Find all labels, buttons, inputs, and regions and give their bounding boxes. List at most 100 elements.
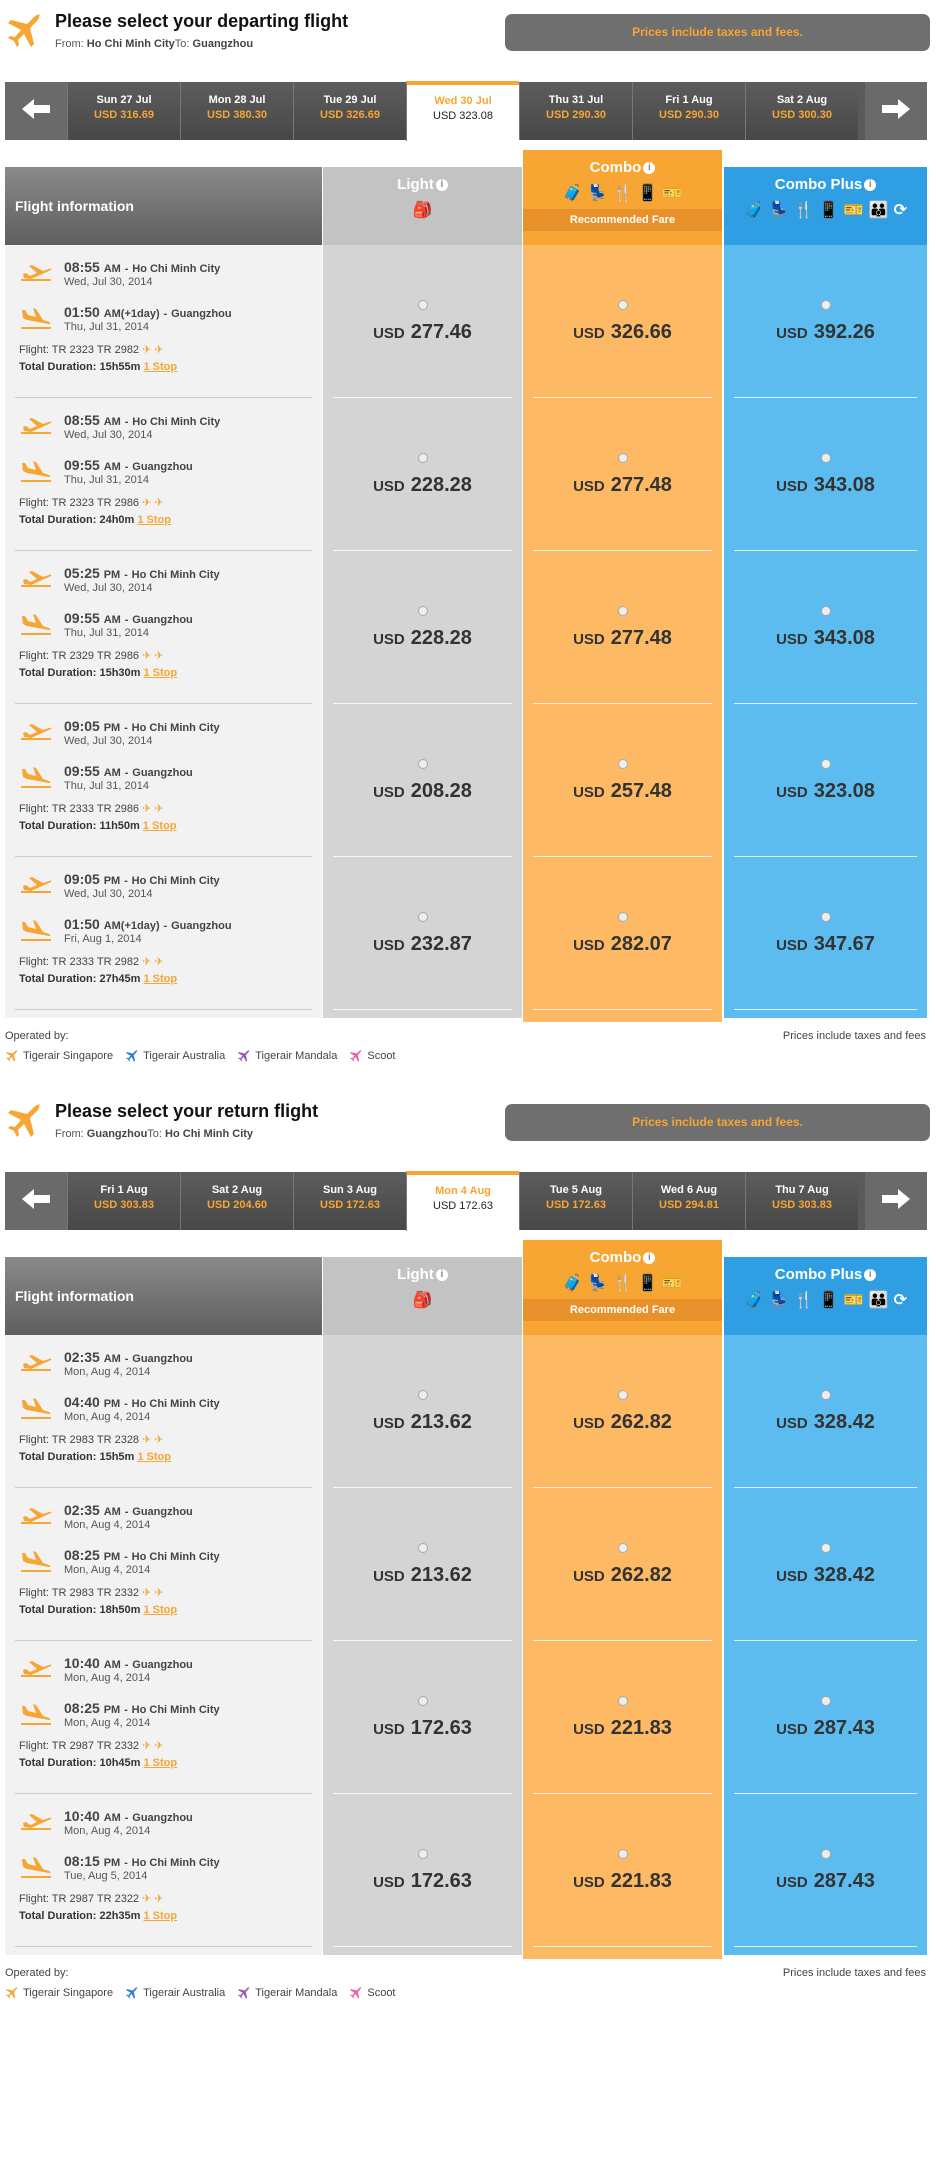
- departure-plane-icon: [19, 1506, 53, 1528]
- date-tab[interactable]: Fri 1 Aug USD 303.83: [67, 1172, 180, 1230]
- stops-link[interactable]: 1 Stop: [137, 1451, 171, 1463]
- date-tab[interactable]: Sat 2 Aug USD 204.60: [180, 1172, 293, 1230]
- stops-link[interactable]: 1 Stop: [143, 973, 178, 985]
- fare-option-light[interactable]: USD 228.28: [333, 551, 512, 704]
- date-tab[interactable]: Tue 29 Jul USD 326.69: [293, 82, 406, 140]
- departing-section: Please select your departing flight From:…: [0, 0, 936, 1080]
- stops-link[interactable]: 1 Stop: [137, 514, 171, 526]
- fare-radio[interactable]: [417, 1390, 428, 1400]
- fare-option-light[interactable]: USD 213.62: [333, 1335, 512, 1488]
- date-label: Mon 4 Aug: [435, 1185, 491, 1197]
- fare-radio[interactable]: [417, 300, 428, 310]
- fare-option-light[interactable]: USD 208.28: [333, 704, 512, 857]
- carrier-item: Tigerair Mandala: [237, 1049, 337, 1063]
- stops-link[interactable]: 1 Stop: [143, 1757, 178, 1769]
- fare-radio[interactable]: [617, 453, 628, 463]
- fare-radio[interactable]: [820, 759, 831, 769]
- fare-option-combo-plus[interactable]: USD 347.67: [734, 857, 917, 1010]
- fare-radio[interactable]: [820, 300, 831, 310]
- fare-radio[interactable]: [617, 1696, 628, 1706]
- fare-radio[interactable]: [820, 1390, 831, 1400]
- baggage-icon: 🎒: [412, 202, 433, 219]
- fare-option-combo-plus[interactable]: USD 343.08: [734, 398, 917, 551]
- fare-radio[interactable]: [820, 912, 831, 922]
- fare-option-combo[interactable]: USD 221.83: [533, 1641, 712, 1794]
- fare-radio[interactable]: [820, 606, 831, 616]
- date-tab[interactable]: Sun 27 Jul USD 316.69: [67, 82, 180, 140]
- fare-price: USD 213.62: [373, 1411, 472, 1433]
- fare-option-light[interactable]: USD 172.63: [333, 1794, 512, 1947]
- fare-radio[interactable]: [417, 1696, 428, 1706]
- fare-option-light[interactable]: USD 277.46: [333, 245, 512, 398]
- info-icon[interactable]: i: [435, 1269, 448, 1282]
- fare-radio[interactable]: [617, 1390, 628, 1400]
- fare-option-light[interactable]: USD 172.63: [333, 1641, 512, 1794]
- date-tab[interactable]: Fri 1 Aug USD 290.30: [632, 82, 745, 140]
- fare-radio[interactable]: [417, 606, 428, 616]
- fare-option-combo-plus[interactable]: USD 323.08: [734, 704, 917, 857]
- date-tab[interactable]: Thu 31 Jul USD 290.30: [519, 82, 632, 140]
- airline-icon: ✈ ✈: [142, 497, 164, 509]
- info-icon[interactable]: i: [643, 1252, 656, 1265]
- fare-option-combo[interactable]: USD 221.83: [533, 1794, 712, 1947]
- date-tab[interactable]: Mon 4 Aug USD 172.63: [406, 1171, 519, 1231]
- info-icon[interactable]: i: [864, 1269, 877, 1282]
- date-price: USD 380.30: [207, 109, 267, 121]
- fare-option-combo[interactable]: USD 326.66: [533, 245, 712, 398]
- stops-link[interactable]: 1 Stop: [143, 667, 178, 679]
- stops-link[interactable]: 1 Stop: [142, 820, 177, 832]
- arrow-left-icon: [22, 98, 50, 124]
- fare-radio[interactable]: [417, 1849, 428, 1859]
- fare-radio[interactable]: [820, 1849, 831, 1859]
- fare-option-light[interactable]: USD 213.62: [333, 1488, 512, 1641]
- date-tab[interactable]: Wed 30 Jul USD 323.08: [406, 81, 519, 141]
- fare-radio[interactable]: [617, 1543, 628, 1553]
- stops-link[interactable]: 1 Stop: [143, 1910, 178, 1922]
- fare-radio[interactable]: [417, 453, 428, 463]
- fare-option-combo[interactable]: USD 262.82: [533, 1488, 712, 1641]
- prev-dates-button[interactable]: [5, 1172, 67, 1230]
- carrier-item: Tigerair Singapore: [5, 1049, 113, 1063]
- stops-link[interactable]: 1 Stop: [143, 361, 178, 373]
- fare-option-combo[interactable]: USD 277.48: [533, 398, 712, 551]
- fare-radio[interactable]: [417, 1543, 428, 1553]
- fare-radio[interactable]: [617, 606, 628, 616]
- info-icon[interactable]: i: [435, 179, 448, 192]
- next-dates-button[interactable]: [865, 1172, 927, 1230]
- fare-radio[interactable]: [617, 300, 628, 310]
- date-tab[interactable]: Mon 28 Jul USD 380.30: [180, 82, 293, 140]
- stops-link[interactable]: 1 Stop: [143, 1604, 178, 1616]
- date-tab[interactable]: Sun 3 Aug USD 172.63: [293, 1172, 406, 1230]
- prev-dates-button[interactable]: [5, 82, 67, 140]
- fare-option-light[interactable]: USD 232.87: [333, 857, 512, 1010]
- info-icon[interactable]: i: [643, 162, 656, 175]
- date-tab[interactable]: Tue 5 Aug USD 172.63: [519, 1172, 632, 1230]
- fare-option-combo-plus[interactable]: USD 392.26: [734, 245, 917, 398]
- fare-radio[interactable]: [417, 912, 428, 922]
- fare-price: USD 287.43: [776, 1717, 875, 1739]
- fare-option-combo-plus[interactable]: USD 287.43: [734, 1794, 917, 1947]
- fare-radio[interactable]: [820, 1696, 831, 1706]
- fare-option-combo[interactable]: USD 282.07: [533, 857, 712, 1010]
- fare-option-combo-plus[interactable]: USD 287.43: [734, 1641, 917, 1794]
- combo-plus-label: Combo Plus: [774, 1266, 863, 1283]
- fare-radio[interactable]: [417, 759, 428, 769]
- fare-option-combo[interactable]: USD 262.82: [533, 1335, 712, 1488]
- date-tab[interactable]: Thu 7 Aug USD 303.83: [745, 1172, 858, 1230]
- fare-radio[interactable]: [617, 912, 628, 922]
- fare-option-combo-plus[interactable]: USD 328.42: [734, 1335, 917, 1488]
- fare-option-combo-plus[interactable]: USD 328.42: [734, 1488, 917, 1641]
- next-dates-button[interactable]: [865, 82, 927, 140]
- fare-option-combo[interactable]: USD 257.48: [533, 704, 712, 857]
- fare-radio[interactable]: [617, 1849, 628, 1859]
- fare-radio[interactable]: [820, 1543, 831, 1553]
- fare-option-combo[interactable]: USD 277.48: [533, 551, 712, 704]
- info-icon[interactable]: i: [864, 179, 877, 192]
- fare-option-light[interactable]: USD 228.28: [333, 398, 512, 551]
- date-price: USD 204.60: [207, 1199, 267, 1211]
- fare-radio[interactable]: [617, 759, 628, 769]
- fare-radio[interactable]: [820, 453, 831, 463]
- fare-option-combo-plus[interactable]: USD 343.08: [734, 551, 917, 704]
- date-tab[interactable]: Sat 2 Aug USD 300.30: [745, 82, 858, 140]
- date-tab[interactable]: Wed 6 Aug USD 294.81: [632, 1172, 745, 1230]
